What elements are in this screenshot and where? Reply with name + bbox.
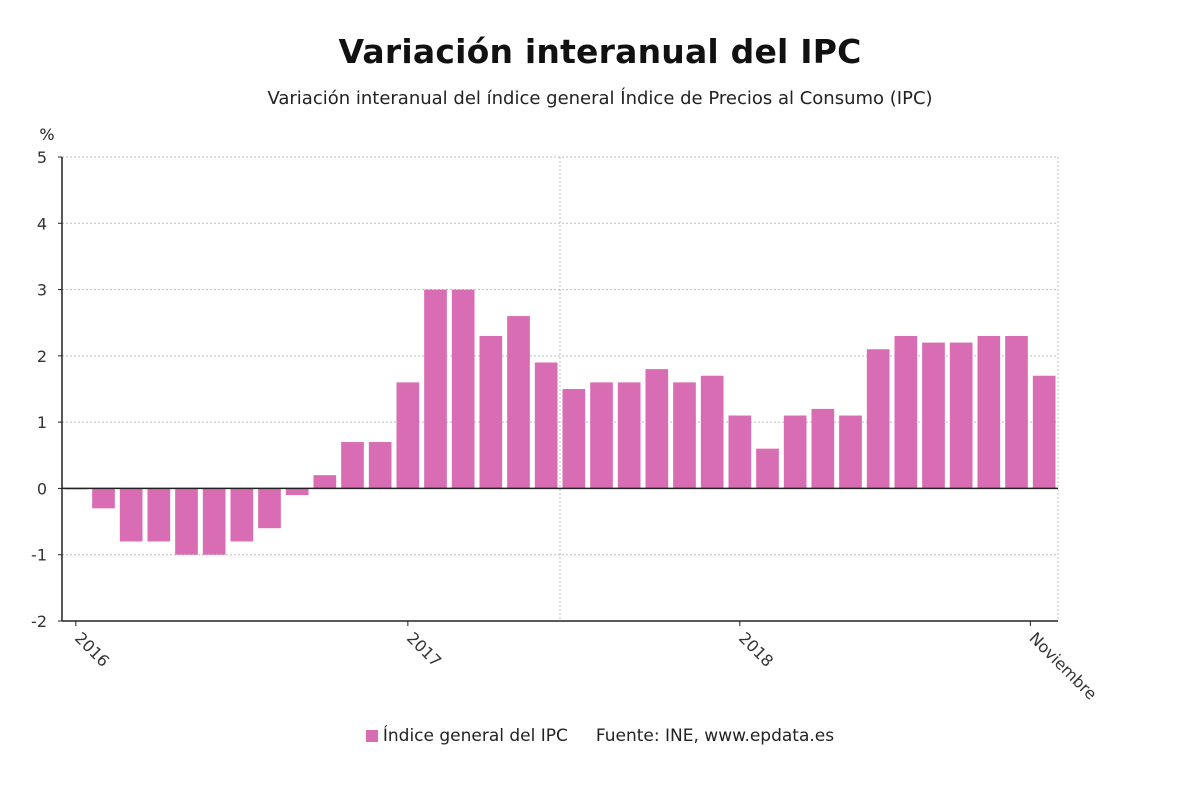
- bar[interactable]: [617, 382, 641, 489]
- bar[interactable]: [645, 369, 669, 489]
- x-tick-label: Noviembre: [1026, 628, 1101, 703]
- bar[interactable]: [783, 415, 807, 489]
- bar[interactable]: [507, 316, 530, 489]
- bar[interactable]: [756, 448, 779, 489]
- bar[interactable]: [949, 342, 973, 489]
- bar[interactable]: [341, 442, 364, 489]
- legend: Índice general del IPC Fuente: INE, www.e…: [0, 726, 1200, 746]
- y-tick-label: 0: [37, 479, 47, 498]
- chart-subtitle: Variación interanual del índice general …: [267, 88, 933, 109]
- y-tick-label: -2: [31, 612, 47, 631]
- bar[interactable]: [894, 335, 918, 489]
- bar[interactable]: [258, 488, 281, 529]
- bar[interactable]: [313, 475, 337, 489]
- x-tick-label: 2018: [735, 628, 777, 670]
- x-tick-label: 2017: [403, 628, 445, 670]
- bar[interactable]: [728, 415, 752, 489]
- y-tick-label: -1: [31, 546, 47, 565]
- bar[interactable]: [285, 488, 309, 496]
- bar[interactable]: [922, 342, 945, 489]
- legend-series-label: Índice general del IPC: [382, 726, 568, 746]
- y-tick-label: 2: [37, 347, 47, 366]
- bar[interactable]: [92, 488, 115, 509]
- bar[interactable]: [147, 488, 171, 542]
- bar[interactable]: [977, 335, 1001, 489]
- y-axis-label: %: [39, 125, 54, 144]
- bar[interactable]: [1005, 335, 1028, 489]
- x-tick-label: 2016: [71, 628, 113, 670]
- bar[interactable]: [839, 415, 862, 489]
- bar[interactable]: [866, 349, 890, 489]
- bar[interactable]: [1032, 375, 1056, 489]
- bar[interactable]: [424, 289, 447, 489]
- bar[interactable]: [396, 382, 420, 489]
- bar[interactable]: [811, 408, 835, 489]
- bar[interactable]: [534, 362, 558, 489]
- bar[interactable]: [479, 335, 503, 489]
- y-tick-label: 5: [37, 148, 47, 167]
- y-tick-label: 4: [37, 214, 47, 233]
- bar[interactable]: [119, 488, 143, 542]
- bar[interactable]: [451, 289, 475, 489]
- source-note: Fuente: INE, www.epdata.es: [595, 726, 835, 746]
- bar[interactable]: [673, 382, 696, 489]
- bar[interactable]: [590, 382, 613, 489]
- bar[interactable]: [562, 389, 586, 489]
- bar[interactable]: [202, 488, 226, 555]
- bar[interactable]: [368, 442, 392, 489]
- y-tick-label: 1: [37, 413, 47, 432]
- legend-swatch: [365, 730, 378, 742]
- bar[interactable]: [700, 375, 724, 489]
- bar[interactable]: [230, 488, 254, 542]
- bar[interactable]: [175, 488, 198, 555]
- chart-title: Variación interanual del IPC: [338, 32, 862, 71]
- y-tick-label: 3: [37, 281, 47, 300]
